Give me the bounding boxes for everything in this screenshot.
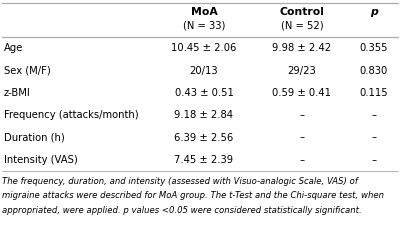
Text: p: p: [370, 7, 378, 17]
Text: –: –: [372, 110, 376, 120]
Text: 10.45 ± 2.06: 10.45 ± 2.06: [171, 43, 237, 53]
Text: The frequency, duration, and intensity (assessed with Visuo-analogic Scale, VAS): The frequency, duration, and intensity (…: [2, 177, 358, 186]
Text: Control: Control: [280, 7, 324, 17]
Text: 29/23: 29/23: [288, 66, 316, 76]
Text: 7.45 ± 2.39: 7.45 ± 2.39: [174, 155, 234, 165]
Text: MoA: MoA: [191, 7, 217, 17]
Text: z-BMI: z-BMI: [4, 88, 31, 98]
Text: –: –: [372, 133, 376, 142]
Text: –: –: [300, 133, 304, 142]
Text: migraine attacks were described for MoA group. The t-Test and the Chi-square tes: migraine attacks were described for MoA …: [2, 191, 384, 200]
Text: 0.43 ± 0.51: 0.43 ± 0.51: [174, 88, 234, 98]
Text: 0.830: 0.830: [360, 66, 388, 76]
Text: 20/13: 20/13: [190, 66, 218, 76]
Text: 0.115: 0.115: [360, 88, 388, 98]
Text: appropriated, were applied. p values <0.05 were considered statistically signifi: appropriated, were applied. p values <0.…: [2, 206, 362, 215]
Text: Sex (M/F): Sex (M/F): [4, 66, 51, 76]
Text: Age: Age: [4, 43, 23, 53]
Text: 0.59 ± 0.41: 0.59 ± 0.41: [272, 88, 332, 98]
Text: Intensity (VAS): Intensity (VAS): [4, 155, 78, 165]
Text: Duration (h): Duration (h): [4, 133, 65, 142]
Text: –: –: [372, 155, 376, 165]
Text: (N = 33): (N = 33): [183, 21, 225, 31]
Text: 9.18 ± 2.84: 9.18 ± 2.84: [174, 110, 234, 120]
Text: Frequency (attacks/month): Frequency (attacks/month): [4, 110, 139, 120]
Text: 0.355: 0.355: [360, 43, 388, 53]
Text: 9.98 ± 2.42: 9.98 ± 2.42: [272, 43, 332, 53]
Text: 6.39 ± 2.56: 6.39 ± 2.56: [174, 133, 234, 142]
Text: –: –: [300, 110, 304, 120]
Text: –: –: [300, 155, 304, 165]
Text: (N = 52): (N = 52): [281, 21, 323, 31]
